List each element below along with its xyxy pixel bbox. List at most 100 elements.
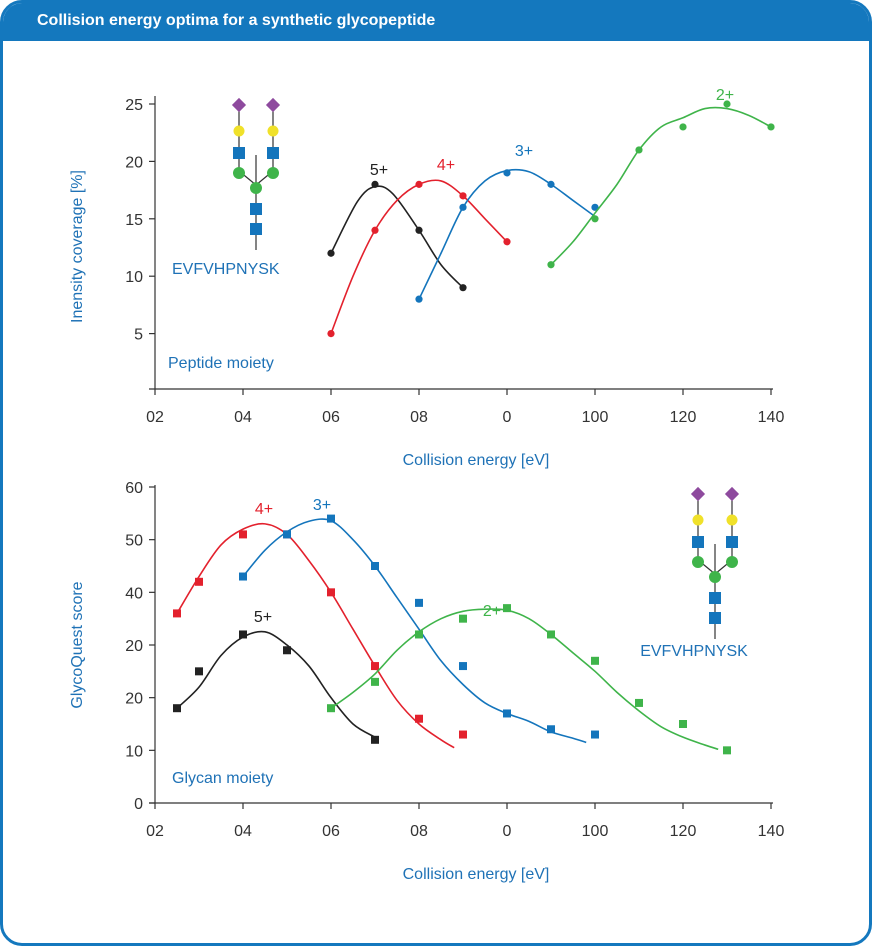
moiety-annotation: Glycan moiety: [172, 770, 273, 787]
mannose-circle-icon: [709, 571, 721, 583]
glcnac-square-icon: [709, 592, 721, 604]
data-point: [459, 614, 467, 623]
y-tick-label: 20: [125, 154, 143, 171]
sialic-acid-diamond-icon: [265, 97, 281, 113]
data-point: [415, 295, 423, 303]
y-tick-label: 50: [125, 533, 143, 550]
y-tick-label: 15: [125, 212, 143, 229]
data-point: [415, 180, 423, 188]
data-point: [459, 192, 467, 200]
data-point: [195, 667, 203, 676]
galactose-circle-icon: [267, 125, 279, 137]
glcnac-square-icon: [250, 203, 262, 215]
galactose-circle-icon: [233, 125, 245, 137]
x-tick-label: 08: [410, 823, 428, 840]
data-point: [635, 698, 643, 707]
series-curve-2+: [550, 106, 772, 266]
mannose-circle-icon: [726, 556, 738, 568]
data-point: [723, 100, 731, 108]
x-tick-label: 0: [503, 823, 512, 840]
x-tick-label: 08: [410, 409, 428, 426]
data-point: [371, 662, 379, 671]
x-tick-label: 02: [146, 823, 164, 840]
series-label: 4+: [255, 501, 273, 518]
galactose-circle-icon: [692, 514, 704, 526]
sialic-acid-diamond-icon: [690, 486, 706, 502]
data-point: [239, 630, 247, 639]
data-point: [767, 123, 775, 131]
data-point: [679, 720, 687, 728]
data-point: [327, 330, 335, 338]
mannose-circle-icon: [250, 182, 262, 194]
series-label: 5+: [370, 162, 388, 179]
title-bar: Collision energy optima for a synthetic …: [3, 3, 869, 41]
data-point: [635, 146, 643, 154]
mannose-circle-icon: [233, 167, 245, 179]
glcnac-square-icon: [250, 223, 262, 235]
data-point: [591, 215, 599, 223]
data-point: [371, 562, 379, 570]
data-point: [371, 180, 379, 188]
x-tick-label: 100: [582, 409, 609, 426]
data-point: [503, 169, 511, 177]
data-point: [327, 249, 335, 257]
glcnac-square-icon: [233, 147, 245, 159]
y-tick-label: 60: [125, 480, 143, 497]
glcnac-square-icon: [267, 147, 279, 159]
data-point: [415, 226, 423, 234]
series-curve-4+: [330, 179, 508, 334]
y-tick-label: 10: [125, 269, 143, 286]
data-point: [503, 709, 511, 718]
x-tick-label: 06: [322, 409, 340, 426]
data-point: [283, 646, 291, 655]
data-point: [239, 572, 247, 581]
data-point: [459, 203, 467, 211]
mannose-circle-icon: [692, 556, 704, 568]
x-tick-label: 140: [758, 409, 785, 426]
data-point: [723, 746, 731, 755]
moiety-annotation: Peptide moiety: [168, 355, 274, 372]
data-point: [547, 630, 555, 639]
peptide-label: EVFVHPNYSK: [172, 261, 280, 278]
data-point: [283, 530, 291, 539]
data-point: [547, 261, 555, 269]
data-point: [195, 577, 203, 586]
series-curve-5+: [330, 185, 464, 289]
series-label: 2+: [716, 87, 734, 104]
x-tick-label: 120: [670, 409, 697, 426]
x-tick-label: 02: [146, 409, 164, 426]
data-point: [547, 725, 555, 734]
data-point: [173, 609, 181, 618]
mannose-circle-icon: [267, 167, 279, 179]
data-point: [679, 123, 687, 131]
series-label: 3+: [313, 497, 331, 514]
x-tick-label: 100: [582, 823, 609, 840]
glcnac-square-icon: [726, 536, 738, 548]
x-axis-label: Collision energy [eV]: [403, 452, 550, 469]
y-tick-label: 40: [125, 585, 143, 602]
data-point: [503, 238, 511, 246]
peptide-chart: 5 10 15 20 25 02 04 06 08 0 100 120 140 Collision ene…: [69, 87, 784, 469]
data-point: [591, 730, 599, 739]
series-label: 4+: [437, 157, 455, 174]
data-point: [371, 735, 379, 744]
series-curve-5+: [176, 630, 376, 738]
glcnac-square-icon: [692, 536, 704, 548]
x-tick-label: 04: [234, 409, 252, 426]
data-point: [459, 730, 467, 739]
series-curve-3+: [242, 518, 587, 744]
y-tick-label: 10: [125, 743, 143, 760]
galactose-circle-icon: [726, 514, 738, 526]
data-point: [591, 203, 599, 211]
peptide-label: EVFVHPNYSK: [640, 643, 748, 660]
data-point: [327, 514, 335, 523]
series-curve-3+: [418, 168, 596, 300]
data-point: [173, 704, 181, 713]
data-point: [415, 630, 423, 639]
x-tick-label: 140: [758, 823, 785, 840]
series-curve-2+: [330, 608, 719, 751]
y-axis-label: GlycoQuest score: [69, 581, 86, 708]
data-point: [415, 598, 423, 607]
data-point: [327, 704, 335, 713]
